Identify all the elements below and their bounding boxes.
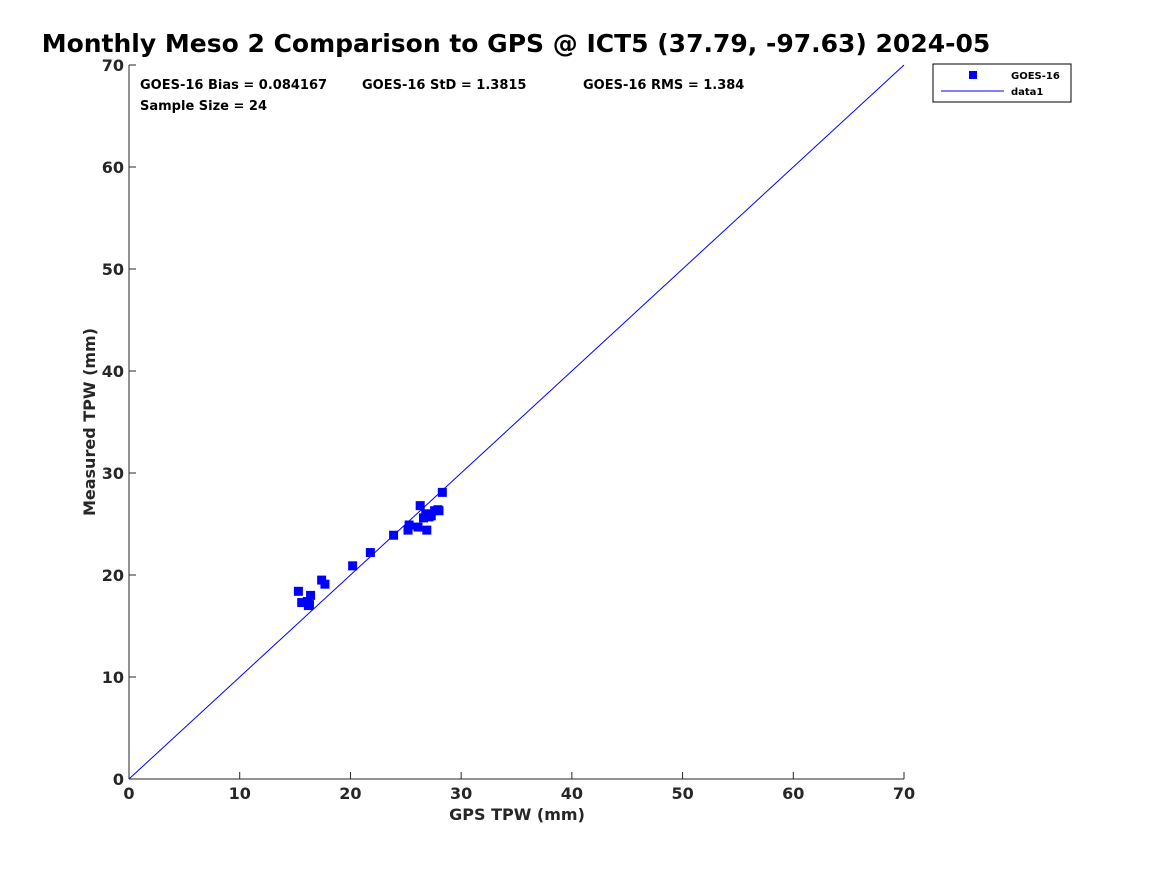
y-tick-label-4: 40 — [102, 362, 124, 381]
data-point-goes-16-7 — [320, 579, 330, 589]
data-point-goes-16-10 — [389, 530, 399, 540]
data-point-goes-16-5 — [306, 590, 316, 600]
x-tick-label-4: 40 — [561, 784, 583, 803]
stat-std: GOES-16 StD = 1.3815 — [362, 78, 526, 93]
y-tick-label-2: 20 — [102, 566, 124, 585]
data-point-goes-16-17 — [422, 525, 432, 535]
x-tick-label-5: 50 — [671, 784, 693, 803]
chart-title: Monthly Meso 2 Comparison to GPS @ ICT5 … — [42, 29, 991, 58]
x-tick-label-3: 30 — [450, 784, 472, 803]
data-point-goes-16-19 — [426, 511, 436, 521]
legend-label-data1: data1 — [1011, 87, 1043, 98]
data-point-goes-16-11 — [403, 525, 413, 535]
legend: GOES-16 data1 — [932, 63, 1072, 103]
data-point-goes-16-13 — [413, 522, 423, 532]
data-point-goes-16-14 — [415, 501, 425, 511]
plot-area: 0 10 20 30 40 50 60 70 0 10 20 30 40 50 60 70 — [102, 56, 915, 803]
data-point-goes-16-4 — [304, 600, 314, 610]
data-point-goes-16-22 — [434, 506, 444, 516]
y-tick-label-3: 30 — [102, 464, 124, 483]
x-tick-label-0: 0 — [123, 784, 134, 803]
data-point-goes-16-23 — [437, 487, 447, 497]
legend-label-goes16: GOES-16 — [1011, 71, 1060, 82]
x-axis-label: GPS TPW (mm) — [449, 805, 585, 824]
stat-sample-size: Sample Size = 24 — [140, 99, 267, 114]
y-tick-label-6: 60 — [102, 158, 124, 177]
y-tick-label-5: 50 — [102, 260, 124, 279]
y-axis-label: Measured TPW (mm) — [80, 328, 99, 516]
x-tick-label-2: 20 — [339, 784, 361, 803]
stat-rms: GOES-16 RMS = 1.384 — [583, 78, 744, 93]
x-tick-label-6: 60 — [782, 784, 804, 803]
x-tick-label-1: 10 — [229, 784, 251, 803]
data-point-goes-16-0 — [293, 586, 303, 596]
data-point-goes-16-9 — [365, 548, 375, 558]
data-point-goes-16-12 — [404, 520, 414, 530]
y-tick-label-0: 0 — [113, 770, 124, 789]
stat-bias: GOES-16 Bias = 0.084167 — [140, 78, 327, 93]
legend-box — [932, 63, 1072, 103]
y-tick-label-7: 70 — [102, 56, 124, 75]
data-point-goes-16-8 — [348, 561, 358, 571]
y-tick-label-1: 10 — [102, 668, 124, 687]
data-point-goes-16-1 — [297, 598, 307, 608]
series-line-data1 — [128, 64, 905, 780]
legend-marker-goes16 — [969, 71, 977, 79]
x-tick-label-7: 70 — [893, 784, 915, 803]
